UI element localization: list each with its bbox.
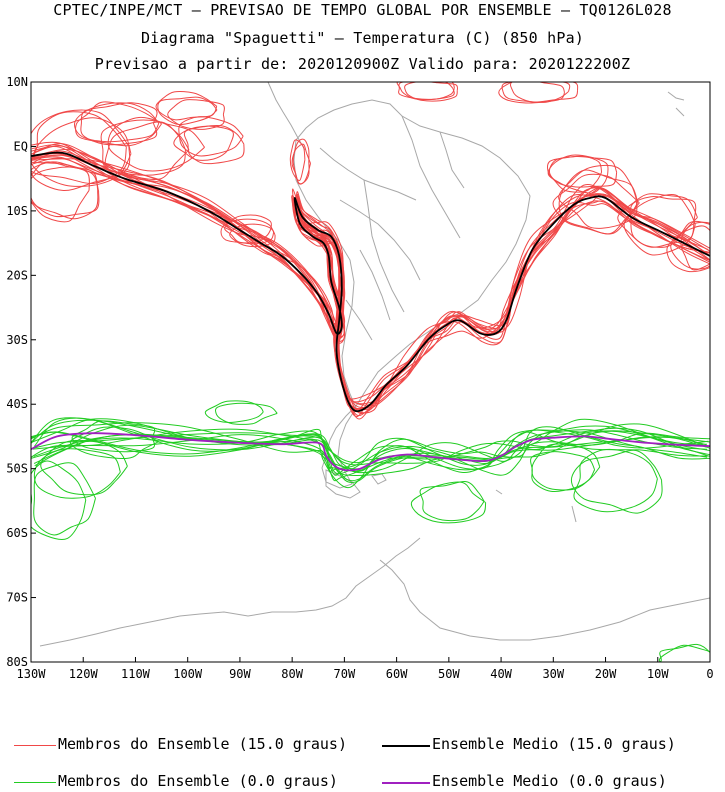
member-15-line	[224, 214, 272, 244]
map-title: CPTEC/INPE/MCT – PREVISAO DE TEMPO GLOBA…	[53, 1, 672, 19]
lon-label: 50W	[438, 667, 460, 681]
member-15-line	[104, 121, 186, 176]
lon-label: 110W	[121, 667, 151, 681]
member-0-line	[215, 402, 278, 425]
member-15-line	[183, 124, 245, 165]
mean-15-line	[31, 151, 710, 413]
legend-swatch-members-0	[14, 782, 56, 783]
longitude-labels: 130W 120W 110W 100W 90W 80W 70W 60W 50W 40W 30W 20W…	[17, 657, 714, 681]
member-0-line	[33, 430, 710, 477]
member-0-line	[40, 439, 128, 496]
legend-swatch-members-15	[14, 745, 56, 746]
member-0-line	[31, 460, 87, 540]
lat-label: 20S	[6, 268, 28, 282]
member-15-line	[75, 101, 162, 147]
forecast-dates: Previsao a partir de: 2020120900Z Valido…	[94, 55, 631, 73]
member-0-line	[659, 643, 710, 662]
member-0-line	[34, 417, 710, 474]
member-0-line	[204, 400, 264, 423]
member-0-line	[570, 449, 663, 514]
member-0-line	[34, 429, 708, 475]
lat-label: EQ	[14, 139, 28, 153]
legend-swatch-mean-15	[382, 745, 430, 747]
member-15-line	[548, 155, 618, 188]
member-15-line	[292, 138, 310, 185]
member-15-line	[31, 109, 131, 187]
member-15-line	[396, 82, 455, 101]
member-15-line	[623, 193, 696, 256]
lon-label: 40W	[490, 667, 512, 681]
member-15-line	[74, 102, 160, 143]
lat-label: 10N	[6, 75, 28, 89]
lon-label: 30W	[542, 667, 564, 681]
member-0-line	[31, 418, 708, 468]
lat-label: 50S	[6, 462, 28, 476]
member-0-line	[31, 431, 707, 484]
member-0-line	[69, 426, 159, 459]
legend-label-mean-0: Ensemble Medio (0.0 graus)	[432, 772, 667, 790]
member-15-line	[501, 82, 571, 103]
lon-label: 100W	[173, 667, 203, 681]
lon-label: 10W	[647, 667, 669, 681]
member-0-line	[410, 481, 487, 524]
lon-label: 120W	[69, 667, 99, 681]
lon-label: 80W	[281, 667, 303, 681]
lon-label: 90W	[229, 667, 251, 681]
member-15-line	[547, 155, 603, 193]
mean-0-line	[31, 432, 710, 472]
member-0-line	[31, 431, 707, 482]
lat-label: 40S	[6, 397, 28, 411]
lat-label: 80S	[6, 655, 28, 669]
legend-label-members-0: Membros do Ensemble (0.0 graus)	[58, 772, 338, 790]
lat-label: 30S	[6, 333, 28, 347]
lon-label: 130W	[17, 667, 47, 681]
lat-label: 70S	[6, 591, 28, 605]
lat-label: 10S	[6, 204, 28, 218]
member-0-line	[33, 462, 96, 536]
lon-label: 0	[706, 667, 713, 681]
legend-label-members-15: Membros do Ensemble (15.0 graus)	[58, 735, 347, 753]
member-15-line	[100, 119, 190, 181]
member-15-line	[547, 154, 609, 194]
legend-swatch-mean-0	[382, 782, 430, 784]
member-15-line	[167, 99, 225, 130]
member-15-line	[31, 166, 100, 218]
member-15-line	[289, 139, 306, 181]
member-0-line	[33, 448, 121, 499]
member-0-line	[573, 448, 658, 513]
latitude-labels: 10N EQ 10S 20S 30S 40S 50S 60S 70S 80S	[6, 75, 36, 669]
member-15-line	[552, 173, 640, 235]
lon-label: 70W	[334, 667, 356, 681]
member-15-line	[31, 161, 99, 220]
member-15-line	[31, 157, 709, 417]
member-15-line	[617, 193, 698, 248]
member-15-line	[629, 196, 697, 248]
member-15-line	[404, 82, 459, 102]
member-15-line	[558, 164, 638, 229]
member-0-line	[658, 644, 710, 662]
lat-label: 60S	[6, 526, 28, 540]
lon-label: 20W	[595, 667, 617, 681]
lon-label: 60W	[386, 667, 408, 681]
member-15-line	[80, 102, 158, 146]
member-0-line	[530, 451, 596, 492]
member-15-line	[31, 117, 132, 191]
member-15-line	[173, 125, 234, 161]
member-15-line	[670, 220, 710, 270]
member-15-line	[31, 144, 710, 405]
member-0-line	[71, 420, 156, 453]
map-subtitle: Diagrama "Spaguetti" – Temperatura (C) (…	[140, 29, 585, 47]
coastlines	[39, 82, 710, 647]
member-15-line	[680, 221, 710, 271]
member-0-line	[31, 417, 710, 466]
legend-label-mean-15: Ensemble Medio (15.0 graus)	[432, 735, 676, 753]
member-15-line	[31, 146, 710, 418]
member-15-line	[666, 225, 710, 273]
plot-frame	[30, 81, 711, 663]
member-15-line	[155, 90, 218, 121]
member-0-line	[419, 481, 485, 522]
member-15-line	[178, 116, 244, 157]
